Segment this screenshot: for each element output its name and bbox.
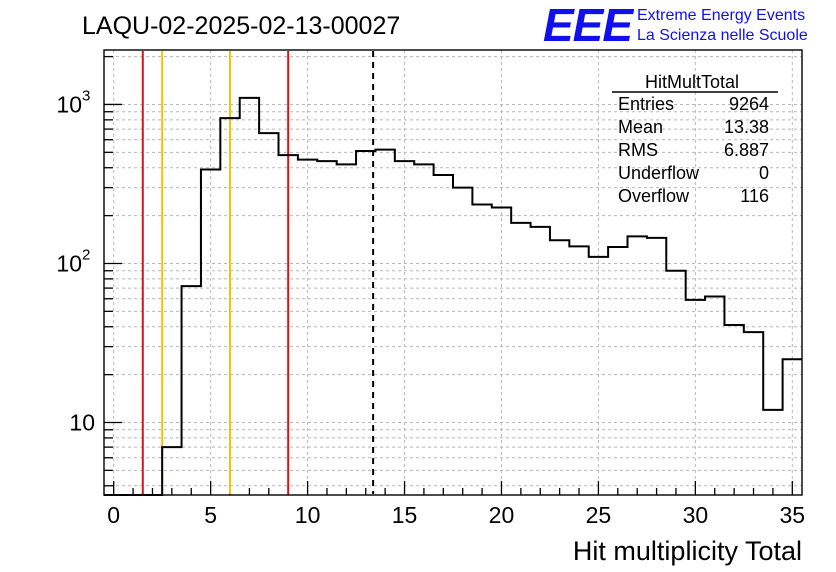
stats-box: HitMultTotal Entries 9264 Mean 13.38 RMS 6.88… [612, 72, 778, 206]
logo-line-1: Extreme Energy Events [637, 7, 805, 24]
x-tick-label: 0 [107, 502, 120, 528]
x-tick-label: 10 [295, 502, 321, 528]
stats-row-label: Entries [618, 94, 674, 114]
stats-row-label: RMS [618, 140, 658, 160]
stats-row-value: 9264 [729, 94, 769, 114]
chart-title: LAQU-02-2025-02-13-00027 [82, 12, 400, 40]
x-tick-label: 20 [489, 502, 515, 528]
logo-line-2: La Scienza nelle Scuole [637, 27, 808, 44]
y-tick-exponent: 3 [82, 87, 90, 104]
eee-logo: EEE Extreme Energy Events La Scienza nel… [543, 0, 808, 51]
stats-row-label: Overflow [618, 186, 690, 206]
y-tick-label: 10 [69, 409, 95, 435]
axis-ticks [104, 55, 793, 495]
stats-row-value: 116 [740, 186, 769, 206]
y-tick-exponent: 2 [82, 246, 90, 263]
x-tick-label: 35 [780, 502, 806, 528]
marker-lines [141, 51, 375, 494]
stats-row-label: Underflow [618, 163, 700, 183]
stats-row-value: 6.887 [724, 140, 769, 160]
y-tick-label: 10 [56, 250, 82, 276]
stats-title: HitMultTotal [645, 72, 739, 92]
y-tick-label: 10 [56, 91, 82, 117]
x-tick-label: 5 [204, 502, 217, 528]
stats-row-label: Mean [618, 117, 663, 137]
x-axis-label: Hit multiplicity Total [573, 536, 802, 566]
grid-lines [104, 50, 802, 495]
x-tick-label: 25 [586, 502, 612, 528]
logo-mark: EEE [543, 0, 634, 51]
plot-frame [103, 49, 803, 496]
x-tick-label: 30 [683, 502, 709, 528]
stats-row-value: 0 [759, 163, 769, 183]
x-tick-label: 15 [392, 502, 418, 528]
histogram-outline [104, 96, 802, 496]
x-tick-labels: 0 5 10 15 20 25 30 35 [107, 502, 805, 528]
stats-row-value: 13.38 [724, 117, 769, 137]
